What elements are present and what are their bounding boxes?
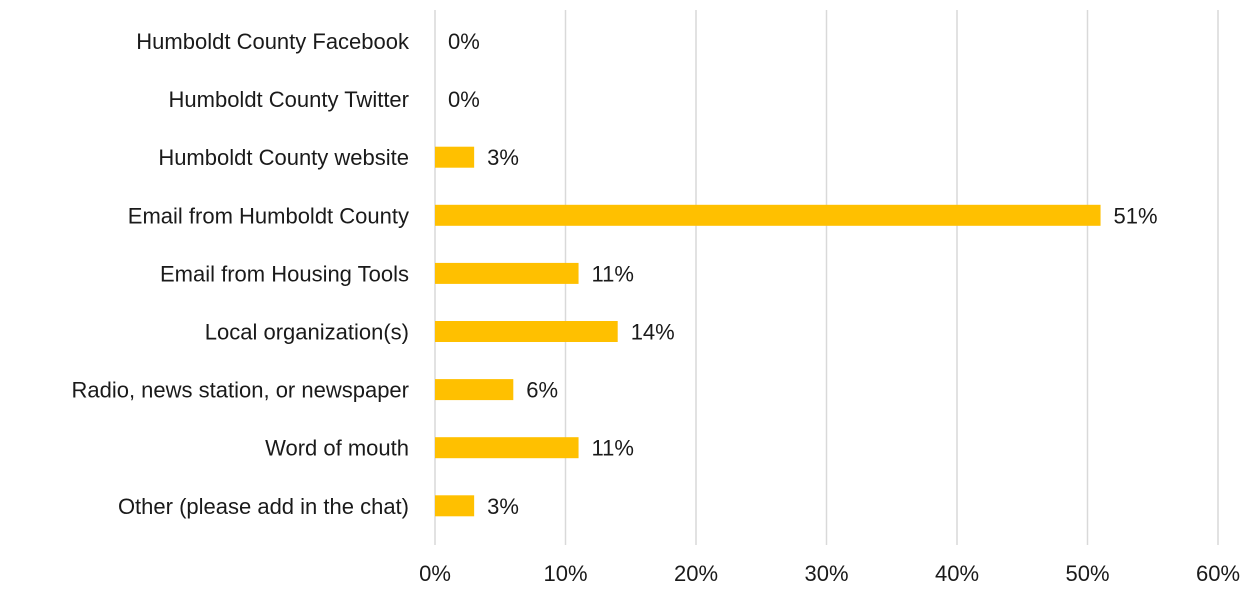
category-label: Humboldt County Twitter (169, 87, 409, 112)
data-labels: 0% 0% 3% 51% 11% 14% 6% 11% 3% (448, 29, 1158, 519)
x-tick-label: 40% (935, 561, 979, 586)
data-label: 0% (448, 29, 480, 54)
category-label: Email from Housing Tools (160, 261, 409, 286)
category-label: Other (please add in the chat) (118, 494, 409, 519)
x-tick-label: 30% (804, 561, 848, 586)
category-label: Humboldt County website (158, 145, 409, 170)
data-label: 3% (487, 145, 519, 170)
bar (435, 262, 579, 284)
bar (435, 204, 1101, 226)
category-label: Email from Humboldt County (128, 203, 409, 228)
x-tick-label: 0% (419, 561, 451, 586)
bar (435, 495, 475, 517)
bar (435, 146, 475, 168)
bar (435, 321, 618, 342)
x-tick-label: 50% (1065, 561, 1109, 586)
bar (435, 437, 579, 459)
x-tick-label: 20% (674, 561, 718, 586)
data-label: 6% (526, 378, 558, 403)
grid-lines (434, 10, 1219, 545)
data-label: 11% (592, 261, 634, 286)
category-label: Word of mouth (265, 436, 409, 461)
bar (435, 379, 514, 401)
x-tick-label: 60% (1196, 561, 1240, 586)
data-label: 51% (1114, 203, 1158, 228)
data-label: 14% (631, 320, 675, 345)
data-label: 11% (592, 436, 634, 461)
category-label: Radio, news station, or newspaper (71, 378, 409, 403)
bars (435, 146, 1101, 517)
x-axis-ticks: 0% 10% 20% 30% 40% 50% 60% (419, 561, 1240, 586)
category-label: Local organization(s) (205, 320, 409, 345)
category-labels: Humboldt County Facebook Humboldt County … (71, 29, 410, 519)
data-label: 0% (448, 87, 480, 112)
data-label: 3% (487, 494, 519, 519)
x-tick-label: 10% (543, 561, 587, 586)
category-label: Humboldt County Facebook (136, 29, 410, 54)
